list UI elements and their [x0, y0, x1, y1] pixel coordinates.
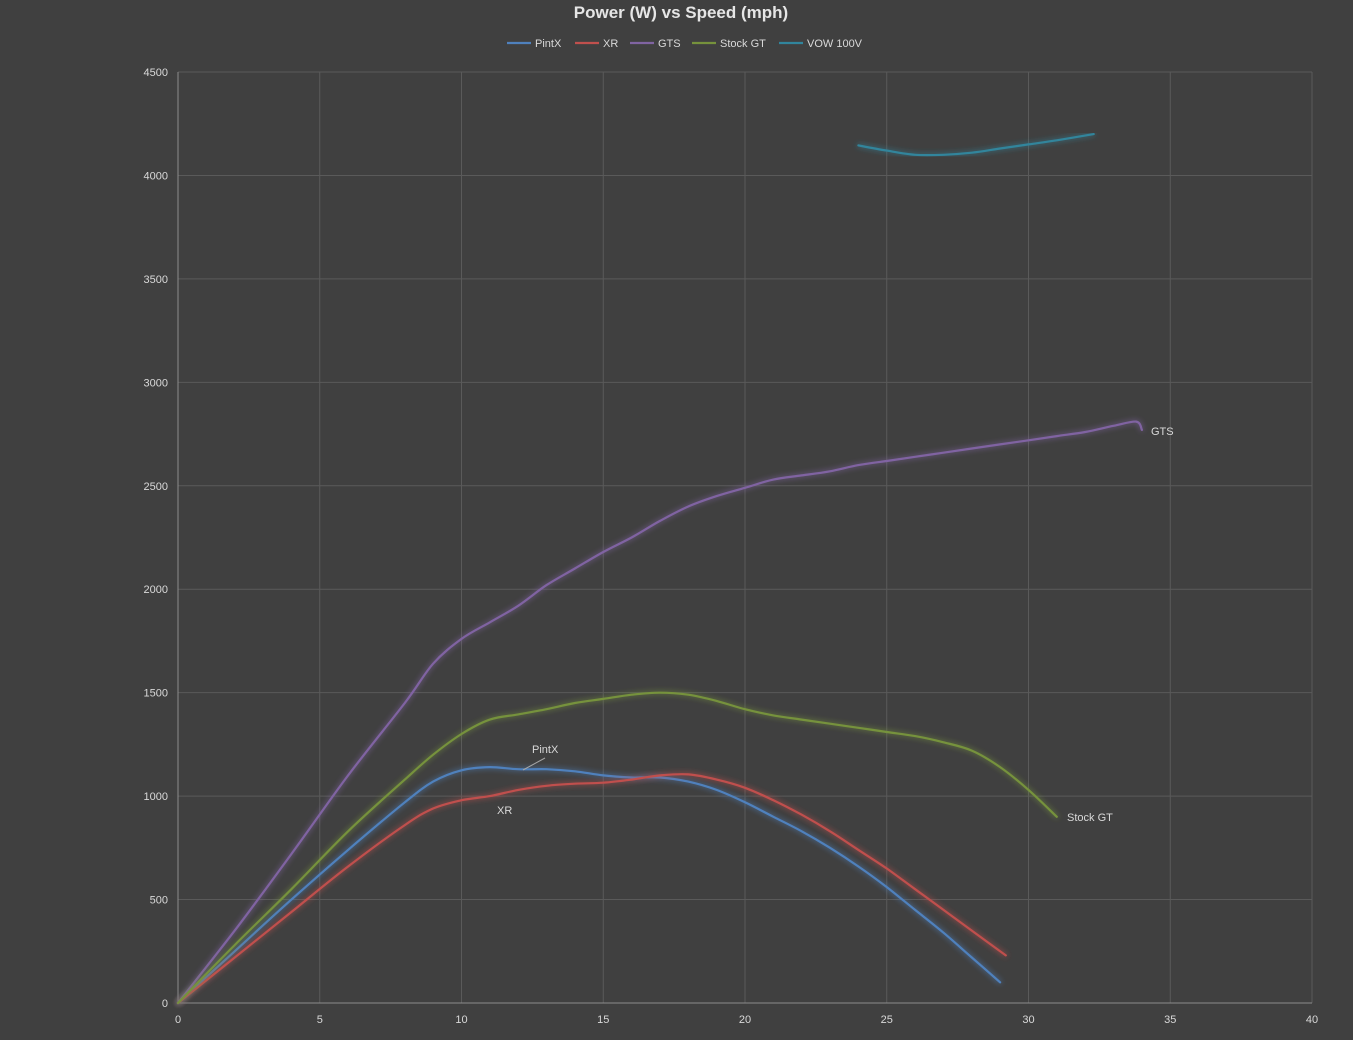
y-tick-label: 0: [162, 998, 168, 1010]
x-tick-label: 15: [597, 1014, 609, 1026]
series-label-pintx: PintX: [532, 744, 559, 756]
legend-label-vow-100v: VOW 100V: [807, 38, 863, 50]
x-tick-label: 40: [1306, 1014, 1318, 1026]
legend-label-gts: GTS: [658, 38, 681, 50]
series-line-stock-gt: [176, 691, 1058, 1005]
y-tick-label: 4000: [144, 170, 168, 182]
legend-label-pintx: PintX: [535, 38, 562, 50]
x-tick-label: 10: [455, 1014, 467, 1026]
series-labels: PintX XR GTS Stock GT: [497, 426, 1174, 824]
grid: [177, 71, 1313, 1004]
y-tick-label: 2000: [144, 584, 168, 596]
y-tick-label: 3500: [144, 274, 168, 286]
legend-label-xr: XR: [603, 38, 618, 50]
series-label-xr: XR: [497, 805, 512, 817]
x-tick-label: 5: [317, 1014, 323, 1026]
series-group: [176, 133, 1143, 1005]
series-label-gts: GTS: [1151, 426, 1174, 438]
x-tick-label: 0: [175, 1014, 181, 1026]
y-tick-label: 4500: [144, 67, 168, 79]
series-line-gts: [176, 420, 1143, 1005]
label-leader-line: [522, 757, 546, 771]
series-line-pintx: [176, 765, 1002, 1005]
y-tick-label: 500: [150, 895, 168, 907]
x-tick-label: 30: [1022, 1014, 1034, 1026]
series-label-stock-gt: Stock GT: [1067, 812, 1113, 824]
y-tick-label: 1000: [144, 791, 168, 803]
y-tick-label: 2500: [144, 481, 168, 493]
chart-title: Power (W) vs Speed (mph): [574, 3, 788, 22]
x-tick-label: 35: [1164, 1014, 1176, 1026]
series-line-vow-100v: [857, 133, 1095, 157]
legend-label-stock-gt: Stock GT: [720, 38, 766, 50]
legend: PintX XR GTS Stock GT VOW 100V: [507, 38, 863, 50]
y-tick-label: 1500: [144, 688, 168, 700]
x-tick-label: 20: [739, 1014, 751, 1026]
axes: 0 5 10 15 20 25 30 35 40 0 500 1000 1500 2000 2500 3000…: [144, 67, 1319, 1026]
x-tick-label: 25: [881, 1014, 893, 1026]
series-line-xr: [176, 773, 1007, 1005]
y-tick-label: 3000: [144, 377, 168, 389]
